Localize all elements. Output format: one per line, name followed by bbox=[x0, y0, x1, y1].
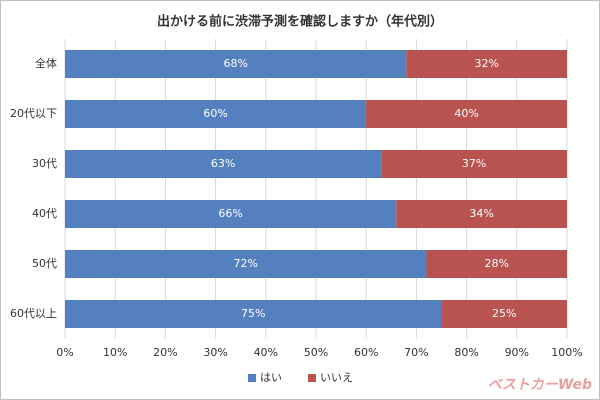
bar-segment bbox=[65, 200, 397, 228]
bar-segment bbox=[65, 50, 407, 78]
value-label: 25% bbox=[492, 307, 516, 320]
value-label: 40% bbox=[454, 107, 478, 120]
value-label: 28% bbox=[484, 257, 508, 270]
bar-segment bbox=[65, 300, 442, 328]
y-tick-label: 全体 bbox=[35, 56, 57, 70]
y-tick-label: 60代以上 bbox=[10, 307, 57, 320]
x-tick-label: 90% bbox=[505, 346, 529, 359]
value-label: 37% bbox=[462, 157, 486, 170]
value-label: 72% bbox=[233, 257, 257, 270]
value-label: 68% bbox=[223, 57, 247, 70]
y-tick-label: 40代 bbox=[32, 207, 57, 220]
x-tick-label: 0% bbox=[56, 346, 73, 359]
value-label: 34% bbox=[469, 207, 493, 220]
x-tick-label: 50% bbox=[304, 346, 328, 359]
legend-swatch bbox=[248, 374, 256, 382]
value-label: 60% bbox=[203, 107, 227, 120]
bar-segment bbox=[426, 250, 567, 278]
x-tick-label: 60% bbox=[354, 346, 378, 359]
bar-segment bbox=[441, 300, 567, 328]
bar-segment bbox=[381, 150, 567, 178]
bar-segment bbox=[65, 100, 367, 128]
y-tick-label: 30代 bbox=[32, 157, 57, 170]
x-tick-label: 80% bbox=[454, 346, 478, 359]
value-label: 63% bbox=[211, 157, 235, 170]
value-label: 32% bbox=[474, 57, 498, 70]
legend-label: いいえ bbox=[320, 371, 353, 384]
y-tick-label: 50代 bbox=[32, 257, 57, 270]
chart-title: 出かける前に渋滞予測を確認しますか（年代別） bbox=[157, 14, 443, 30]
bar-segment bbox=[366, 100, 567, 128]
value-label: 75% bbox=[241, 307, 265, 320]
legend-swatch bbox=[308, 374, 316, 382]
bar-segment bbox=[65, 150, 382, 178]
bar-segment bbox=[406, 50, 567, 78]
bar-segment bbox=[65, 250, 427, 278]
x-tick-label: 30% bbox=[203, 346, 227, 359]
x-tick-label: 20% bbox=[153, 346, 177, 359]
x-tick-label: 100% bbox=[551, 346, 582, 359]
legend-label: はい bbox=[260, 371, 282, 384]
x-tick-label: 70% bbox=[404, 346, 428, 359]
x-tick-label: 40% bbox=[254, 346, 278, 359]
value-label: 66% bbox=[218, 207, 242, 220]
bar-segment bbox=[396, 200, 567, 228]
watermark: ベストカーWeb bbox=[488, 377, 592, 393]
y-tick-label: 20代以下 bbox=[10, 107, 57, 120]
x-tick-label: 10% bbox=[103, 346, 127, 359]
